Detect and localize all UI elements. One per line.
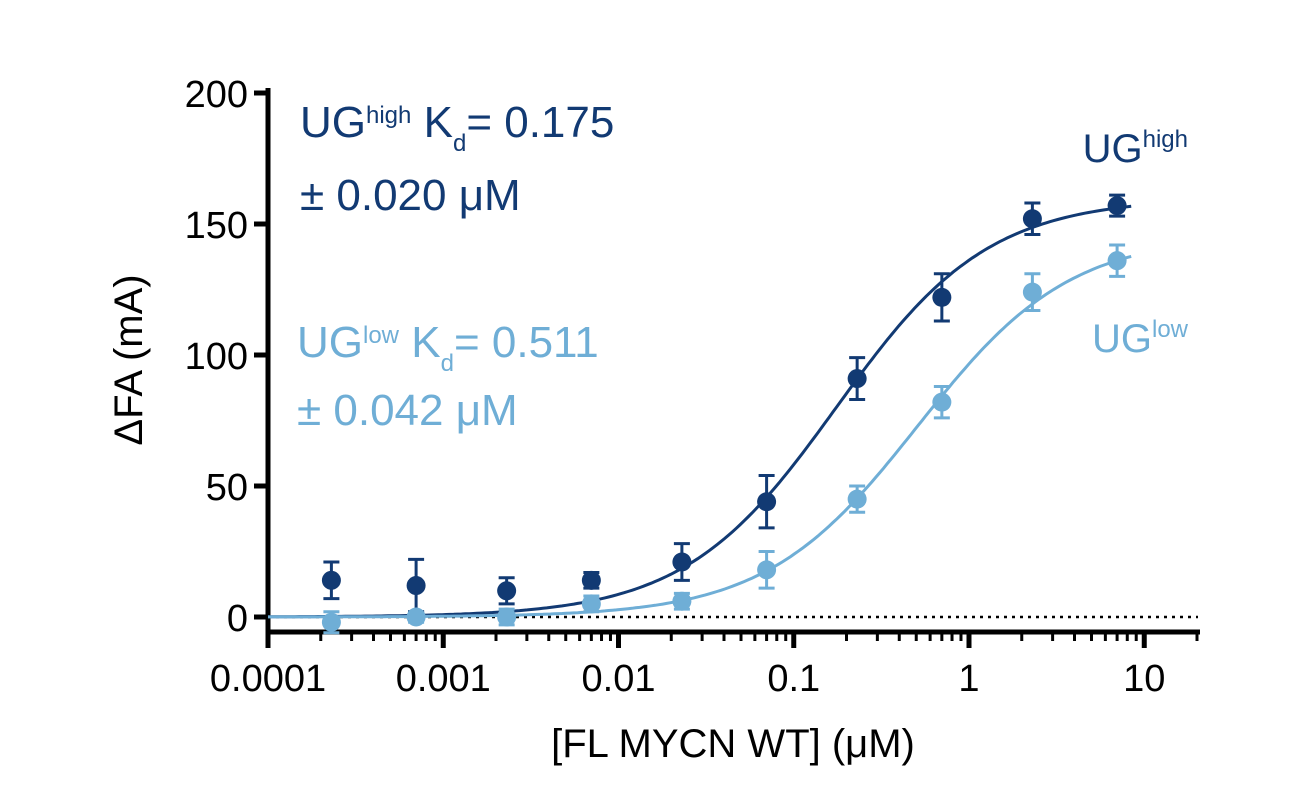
ann-low-error: ± 0.042 μM xyxy=(297,386,518,435)
data-point-UGhigh-8 xyxy=(1022,209,1042,229)
ann-low-prefix: UG xyxy=(297,318,363,367)
data-point-UGhigh-7 xyxy=(932,287,952,307)
ann-high-prefix: UG xyxy=(300,98,366,147)
data-point-UGlow-8 xyxy=(1022,282,1042,302)
ann-low-k: K xyxy=(399,318,441,367)
y-axis-title: ΔFA (mA) xyxy=(107,274,151,445)
data-point-UGlow-5 xyxy=(757,560,777,580)
data-point-UGlow-3 xyxy=(581,594,601,614)
ann-high-k: K xyxy=(411,98,453,147)
fit-curve-UGlow xyxy=(268,254,1132,619)
data-point-UGlow-2 xyxy=(497,607,517,627)
data-point-UGlow-6 xyxy=(847,489,867,509)
x-axis-ticks: 0.0001 0.001 0.01 0.1 1 10 xyxy=(210,632,1199,700)
data-point-UGhigh-1 xyxy=(406,576,426,596)
data-point-UGlow-0 xyxy=(321,612,341,632)
data-point-UGhigh-9 xyxy=(1107,196,1127,216)
ann-high-sup: high xyxy=(366,102,411,129)
x-tick-label-4: 1 xyxy=(958,658,979,700)
x-tick-label-2: 0.01 xyxy=(582,658,656,700)
ann-low-sub: d xyxy=(441,350,454,377)
data-point-UGhigh-4 xyxy=(672,552,692,572)
annotation-ughigh-kd: UGhigh Kd= 0.175 ± 0.020 μM xyxy=(300,98,614,220)
x-tick-label-0: 0.0001 xyxy=(210,658,326,700)
series-label-uglow-base: UG xyxy=(1092,317,1152,361)
data-point-UGlow-7 xyxy=(932,392,952,412)
x-axis-title: [FL MYCN WT] (μM) xyxy=(551,722,915,766)
data-point-UGlow-4 xyxy=(672,591,692,611)
data-point-UGlow-1 xyxy=(406,607,426,627)
x-tick-label-3: 0.1 xyxy=(767,658,820,700)
y-tick-label-0: 0 xyxy=(227,598,248,640)
data-points xyxy=(321,196,1127,632)
data-point-UGhigh-3 xyxy=(581,570,601,590)
data-point-UGhigh-0 xyxy=(321,570,341,590)
series-label-ughigh: UGhigh xyxy=(1083,126,1188,171)
data-point-UGhigh-6 xyxy=(847,369,867,389)
y-axis-ticks: 0 50 100 150 200 xyxy=(185,74,268,640)
y-tick-label-150: 150 xyxy=(185,205,248,247)
ann-high-value: = 0.175 xyxy=(466,98,614,147)
x-tick-label-5: 10 xyxy=(1123,658,1165,700)
y-tick-label-100: 100 xyxy=(185,336,248,378)
ann-low-sup: low xyxy=(363,322,400,349)
svg-text:UGhigh Kd= 0.175: UGhigh Kd= 0.175 xyxy=(300,98,614,157)
ann-low-value: = 0.511 xyxy=(454,318,599,367)
series-label-uglow: UGlow xyxy=(1092,316,1189,361)
data-point-UGhigh-2 xyxy=(497,581,517,601)
x-tick-label-1: 0.001 xyxy=(396,658,491,700)
svg-text:UGlow Kd= 0.511: UGlow Kd= 0.511 xyxy=(297,318,599,377)
data-point-UGhigh-5 xyxy=(757,492,777,512)
y-tick-label-50: 50 xyxy=(206,467,248,509)
series-label-uglow-sup: low xyxy=(1152,316,1189,343)
series-label-ughigh-sup: high xyxy=(1143,126,1188,153)
data-point-UGlow-9 xyxy=(1107,251,1127,271)
ann-high-sub: d xyxy=(453,130,466,157)
series-label-ughigh-base: UG xyxy=(1083,127,1143,171)
annotation-uglow-kd: UGlow Kd= 0.511 ± 0.042 μM xyxy=(297,318,599,435)
ann-high-error: ± 0.020 μM xyxy=(300,171,521,220)
y-tick-label-200: 200 xyxy=(185,74,248,116)
